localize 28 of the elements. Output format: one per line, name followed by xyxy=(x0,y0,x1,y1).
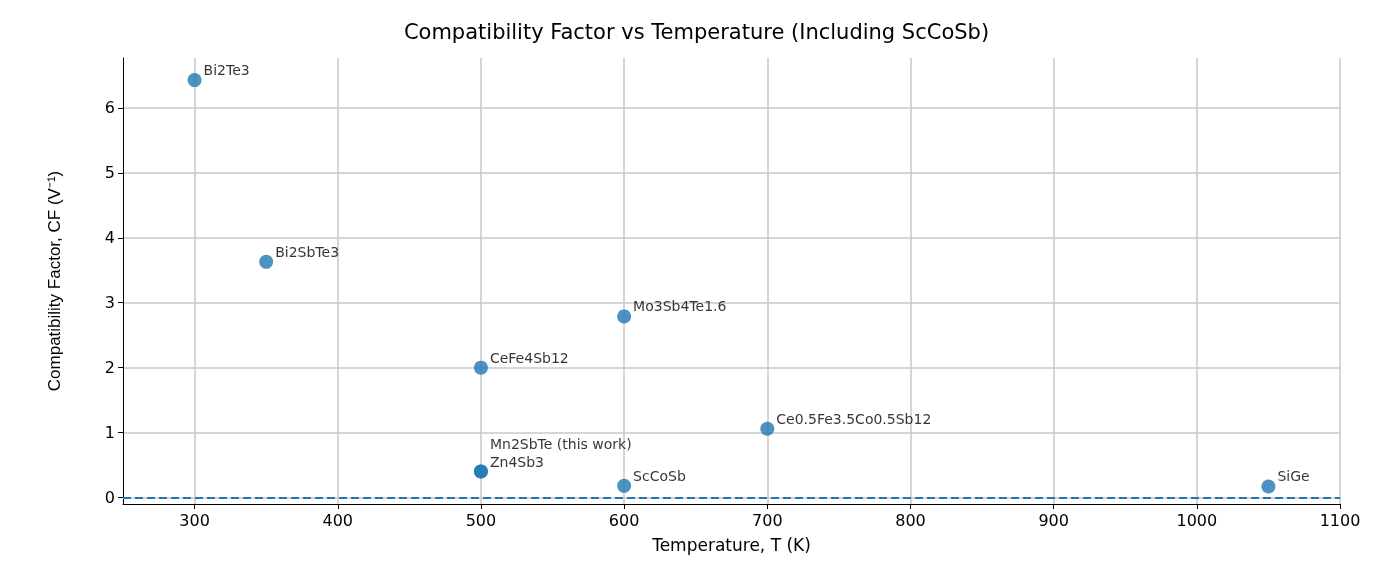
y-tick-label: 0 xyxy=(104,488,115,508)
x-tick-label: 900 xyxy=(1038,510,1069,530)
annotation: SiGe xyxy=(1277,468,1310,485)
y-tick-label: 6 xyxy=(104,98,115,118)
x-tick-label: 1100 xyxy=(1319,510,1361,530)
y-tick-label: 1 xyxy=(104,423,115,443)
x-tick-label: 500 xyxy=(465,510,497,530)
annotation: CeFe4Sb12 xyxy=(489,349,569,366)
annotation: Mn2SbTe (this work) xyxy=(489,435,632,452)
annotation: Zn4Sb3 xyxy=(489,453,544,470)
annotation: Bi2Te3 xyxy=(203,62,250,79)
x-axis-title: Temperature, T (K) xyxy=(651,534,811,555)
annotation: Ce0.5Fe3.5Co0.5Sb12 xyxy=(776,410,932,427)
y-tick-label: 5 xyxy=(104,163,115,183)
x-tick-label: 1000 xyxy=(1176,510,1218,530)
annotation: Mo3Sb4Te1.6 xyxy=(633,298,727,315)
chart-title: Compatibility Factor vs Temperature (Including ScCoSb) xyxy=(403,19,990,44)
x-tick-label: 300 xyxy=(179,510,210,530)
x-tick-label: 400 xyxy=(322,510,354,530)
annotation: Bi2SbTe3 xyxy=(275,243,340,260)
y-tick-label: 2 xyxy=(104,358,115,378)
x-tick-label: 700 xyxy=(752,510,783,530)
annotation: ScCoSb xyxy=(633,467,686,484)
x-tick-label: 600 xyxy=(608,510,640,530)
y-tick-label: 3 xyxy=(104,293,115,313)
y-axis-title: Compatibility Factor, CF (V⁻¹) xyxy=(45,170,64,392)
x-tick-label: 800 xyxy=(895,510,926,530)
y-tick-label: 4 xyxy=(104,228,115,248)
